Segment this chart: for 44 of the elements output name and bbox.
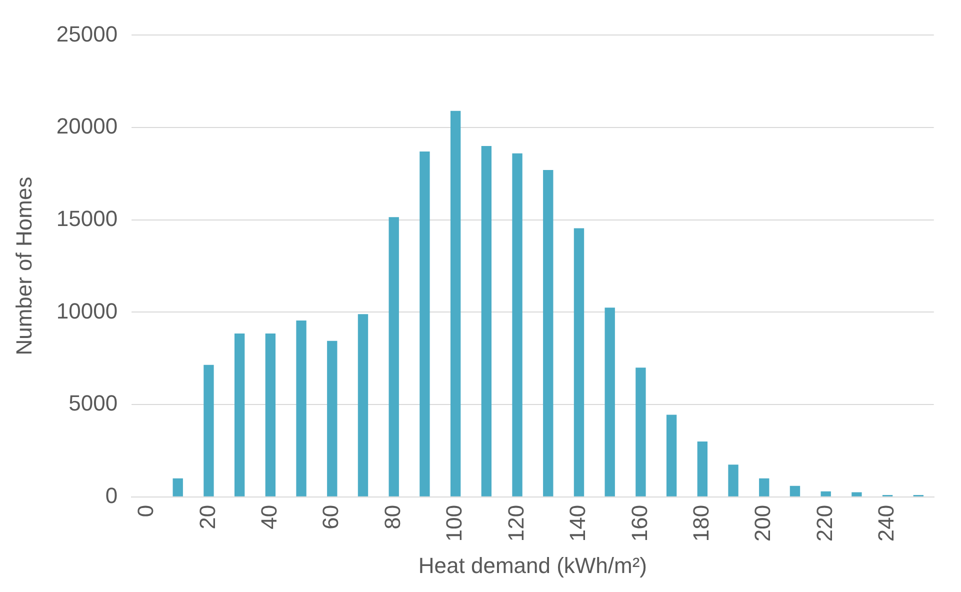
x-tick-label: 160 [626,504,652,542]
x-tick-label: 140 [565,504,590,542]
x-tick-label: 20 [194,504,220,530]
x-tick-label: 200 [750,504,776,542]
y-tick-label: 15000 [56,206,118,231]
y-tick-label: 25000 [56,21,118,46]
bar [388,217,399,496]
bar [543,170,554,496]
x-axis-title: Heat demand (kWh/m²) [418,552,648,578]
x-tick-label: 120 [503,504,528,542]
bar [574,228,584,496]
x-tick-label: 40 [256,504,282,530]
y-tick-label: 10000 [56,298,118,324]
bar [852,492,862,496]
bar [327,340,338,496]
bar [666,414,677,496]
bar [697,441,708,496]
x-tick-label: 240 [874,504,899,542]
y-tick-label: 0 [105,482,118,508]
bar [759,478,770,496]
bar [728,464,738,496]
bar [512,153,522,496]
x-tick-label: 180 [688,504,714,542]
bar [820,491,831,496]
bar [358,314,368,496]
bar [296,320,306,496]
x-tick-label: 100 [442,504,467,542]
y-tick-label: 20000 [56,114,118,139]
bar [234,333,245,496]
x-tick-label: 0 [133,504,158,518]
y-axis-title: Number of Homes [11,176,36,356]
x-tick-label: 220 [812,504,837,542]
bar [481,146,492,496]
x-tick-label: 80 [380,504,405,530]
x-tick-label: 60 [318,504,344,530]
bar [265,333,276,496]
bar [604,308,615,496]
bar [450,110,461,496]
bar [204,364,214,496]
bar [420,152,430,496]
y-tick-label: 5000 [68,390,118,416]
bar [636,368,646,496]
bar [790,486,800,496]
bar [172,478,183,496]
